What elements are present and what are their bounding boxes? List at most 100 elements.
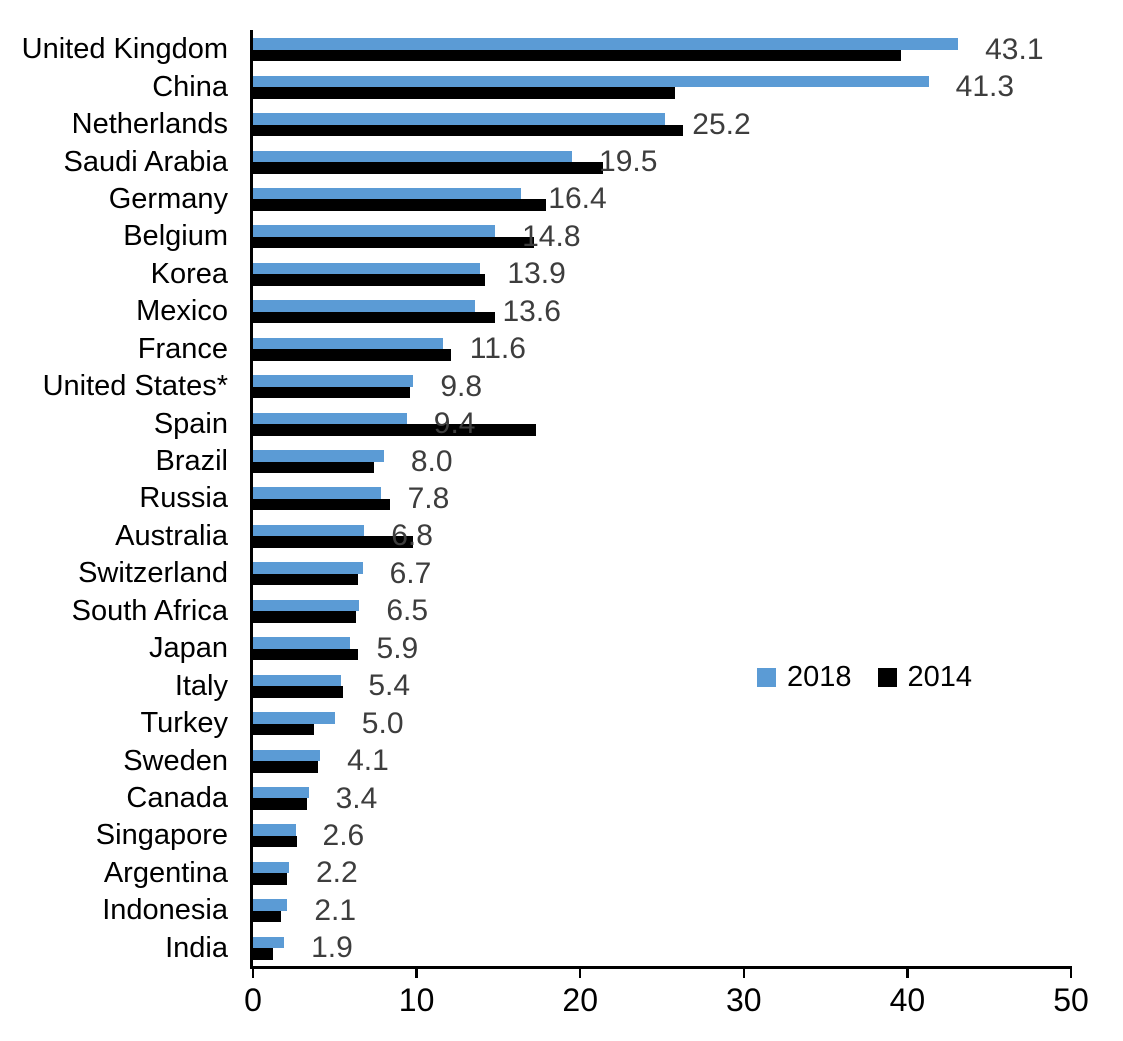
bar-2014	[253, 424, 537, 436]
x-axis-ticks: 0 10 20 30 40 50	[244, 969, 1089, 1029]
data-label: 6.7	[389, 556, 432, 590]
bar-2018	[253, 599, 360, 612]
bar-2018	[253, 749, 321, 762]
bar-2014	[253, 199, 546, 211]
data-label: 5.0	[361, 706, 404, 740]
x-tick-mark	[578, 969, 582, 978]
bar-2014	[253, 162, 604, 174]
bar-2014	[253, 573, 358, 586]
bar-2018	[253, 150, 573, 162]
bar-2018	[253, 300, 476, 312]
chart-row: 2.6	[253, 817, 1071, 854]
data-label: 2.2	[315, 856, 358, 890]
category-label: Sweden	[123, 744, 228, 777]
category-label: Spain	[153, 407, 228, 440]
data-label: 6.5	[386, 594, 429, 628]
bar-2018	[253, 861, 289, 874]
chart-row: 2.1	[253, 892, 1071, 929]
category-label: Russia	[139, 482, 228, 515]
legend-label-2014: 2014	[907, 661, 973, 693]
data-label: 7.8	[407, 481, 450, 515]
chart-row: 3.4	[253, 780, 1071, 817]
chart-row: 5.0	[253, 705, 1071, 742]
x-tick-mark	[742, 969, 746, 978]
bar-2018	[253, 674, 342, 687]
data-label: 4.1	[347, 744, 389, 778]
chart-row: 6.5	[253, 593, 1071, 630]
category-label: United Kingdom	[21, 33, 228, 66]
chart-row: 19.5	[253, 143, 1071, 180]
bar-2018	[253, 487, 381, 499]
bar-2014	[253, 723, 314, 736]
category-label: Netherlands	[71, 108, 228, 141]
bar-2014	[253, 948, 273, 960]
chart-row: 13.6	[253, 293, 1071, 330]
bar-2014	[253, 386, 411, 399]
chart-row: 7.8	[253, 480, 1071, 517]
legend: 2018 2014	[757, 661, 972, 694]
data-label: 13.9	[507, 257, 566, 291]
category-label: Saudi Arabia	[63, 145, 228, 178]
chart-row: 43.1	[253, 31, 1071, 68]
data-label: 19.5	[599, 145, 658, 179]
bar-2018	[253, 524, 365, 537]
legend-item-2018: 2018	[757, 661, 852, 694]
data-label: 14.8	[522, 219, 581, 253]
bar-2018	[253, 75, 929, 88]
bar-2014	[253, 761, 319, 773]
bar-2014	[253, 798, 307, 810]
legend-label-2018: 2018	[787, 661, 852, 693]
x-axis-line	[250, 966, 1072, 969]
bar-2014	[253, 611, 357, 623]
chart-row: 14.8	[253, 218, 1071, 255]
data-label: 6.8	[391, 519, 433, 553]
data-label: 2.6	[322, 818, 365, 852]
category-label: Singapore	[95, 819, 228, 852]
bar-2018	[253, 899, 288, 911]
bar-2014	[253, 124, 684, 137]
category-label: United States*	[42, 370, 228, 403]
data-label: 16.4	[548, 182, 607, 216]
x-tick-label: 50	[1053, 982, 1089, 1018]
legend-swatch-2014-icon	[877, 668, 897, 687]
chart-row: 5.4	[253, 667, 1071, 704]
category-label: Turkey	[140, 707, 228, 740]
bar-2014	[253, 311, 496, 324]
category-label: Switzerland	[78, 557, 228, 590]
bar-2018	[253, 936, 285, 949]
chart-row: 8.0	[253, 443, 1071, 480]
y-axis-line	[250, 30, 253, 969]
bar-2014	[253, 461, 375, 474]
bar-2014	[253, 87, 676, 99]
category-label: Australia	[115, 519, 228, 552]
chart-row: 13.9	[253, 256, 1071, 293]
bar-2014	[253, 835, 298, 848]
bar-2014	[253, 274, 486, 286]
bar-2018	[253, 712, 335, 724]
legend-swatch-2018-icon	[757, 668, 776, 687]
chart-row: 5.9	[253, 630, 1071, 667]
x-tick-label: 0	[244, 982, 262, 1018]
data-label: 25.2	[692, 107, 751, 141]
chart-row: 41.3	[253, 68, 1071, 105]
category-label: India	[165, 931, 228, 964]
x-tick-label: 30	[726, 982, 762, 1018]
bar-2018	[253, 38, 959, 50]
chart-row: 25.2	[253, 106, 1071, 143]
chart-row: 6.8	[253, 518, 1071, 555]
category-label: Germany	[108, 182, 228, 215]
bar-2018	[253, 375, 414, 387]
category-label: Italy	[174, 669, 228, 702]
category-label: China	[152, 70, 228, 103]
data-label: 3.4	[335, 781, 378, 815]
data-label: 2.1	[314, 893, 357, 927]
chart-row: 11.6	[253, 331, 1071, 368]
bar-2018	[253, 187, 522, 200]
data-label: 1.9	[311, 931, 353, 965]
category-label: Mexico	[136, 295, 228, 328]
plot-area: 43.1 41.3 25.2 19.5 16.4 14.8 13.9 13.6 11.6 9.8 9…	[253, 31, 1071, 967]
category-label: Canada	[126, 781, 228, 814]
bar-2014	[253, 686, 343, 698]
bar-2014	[253, 498, 391, 511]
chart-row: 1.9	[253, 930, 1071, 967]
